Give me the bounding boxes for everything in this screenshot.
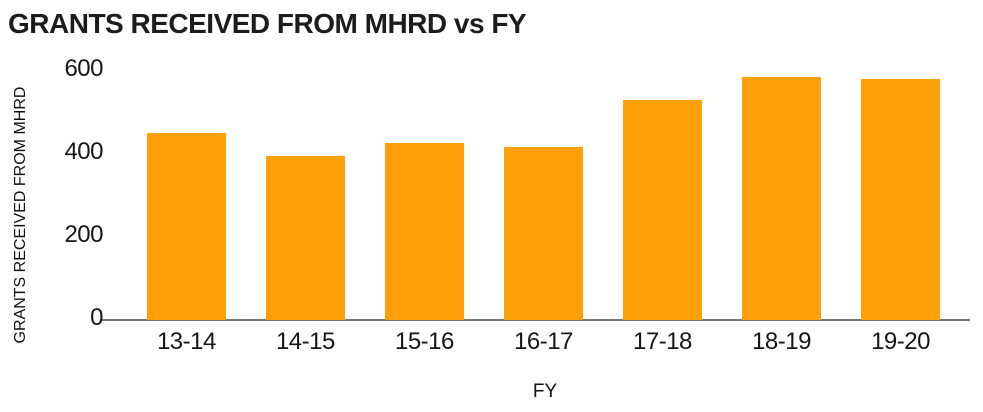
- bar-18-19: [742, 76, 821, 320]
- bar-19-20: [861, 78, 941, 320]
- bar-13-14: [146, 132, 226, 320]
- y-tick-label: 400: [64, 137, 103, 165]
- x-tick-label: 14-15: [275, 328, 335, 355]
- y-tick-label: 200: [64, 220, 103, 248]
- bar-14-15: [265, 155, 345, 320]
- y-tick-label: 600: [64, 54, 103, 82]
- x-axis-line: [100, 319, 970, 321]
- bar-16-17: [503, 147, 583, 320]
- x-tick-label: 18-19: [752, 328, 811, 355]
- x-tick-label: 19-20: [871, 328, 930, 355]
- x-tick-label: 13-14: [156, 328, 216, 355]
- x-tick-label: 17-18: [633, 328, 692, 355]
- y-tick-label: 0: [90, 304, 103, 331]
- bar-15-16: [384, 143, 464, 320]
- y-axis-title: GRANTS RECEIVED FROM MHRD: [12, 86, 29, 344]
- x-axis-title: FY: [532, 381, 558, 402]
- x-tick-label: 16-17: [514, 328, 573, 355]
- chart-title: GRANTS RECEIVED FROM MHRD vs FY: [8, 8, 527, 39]
- x-tick-label: 15-16: [394, 328, 454, 355]
- bar-17-18: [622, 99, 702, 320]
